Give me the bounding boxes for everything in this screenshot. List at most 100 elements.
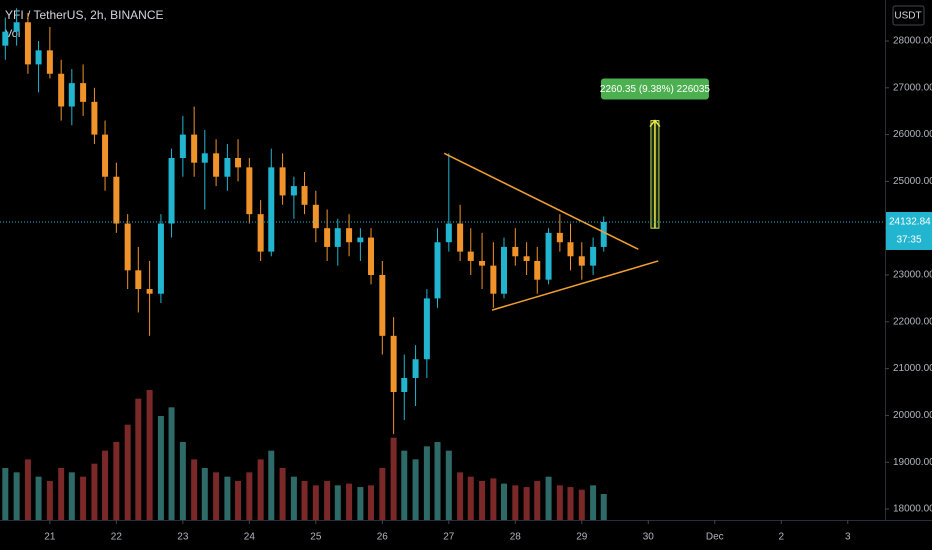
chart-title: YFI / TetherUS, 2h, BINANCE — [5, 8, 164, 22]
x-tick-label: 21 — [44, 532, 56, 543]
volume-bar — [357, 487, 364, 520]
currency: USDT — [894, 11, 921, 22]
volume-bar — [290, 476, 297, 520]
candle-body — [46, 50, 53, 74]
measure-label: 2260.35 (9.38%) 226035 — [600, 84, 711, 95]
last-price-box — [886, 211, 932, 250]
candle-body — [279, 167, 286, 196]
volume-bar — [423, 446, 430, 520]
volume-bar — [80, 476, 87, 520]
candle-body — [412, 359, 419, 378]
volume-bar — [600, 494, 607, 520]
volume-bar — [135, 398, 142, 520]
volume-bar — [146, 390, 153, 520]
candle-body — [58, 73, 65, 107]
volume-bar — [46, 481, 53, 520]
volume-bar — [379, 468, 386, 520]
volume-bar — [534, 481, 541, 520]
candle-body — [301, 186, 308, 205]
candle-body — [368, 237, 375, 275]
candle-body — [600, 221, 607, 247]
volume-bar — [523, 487, 530, 520]
x-tick-label: Dec — [706, 532, 724, 543]
volume-bar — [168, 407, 175, 520]
candle-body — [457, 223, 464, 252]
candle-body — [534, 260, 541, 280]
currency-box[interactable] — [892, 5, 925, 26]
trendline — [491, 260, 659, 311]
volume-bar — [590, 485, 597, 520]
candle-body — [312, 204, 319, 229]
volume-bar — [113, 442, 120, 520]
x-tick-label: 26 — [377, 532, 389, 543]
countdown: 37:35 — [896, 235, 921, 246]
volume-bar — [334, 485, 341, 520]
volume-bar — [324, 481, 331, 520]
candle-body — [523, 256, 530, 261]
volume-bar — [368, 485, 375, 520]
candle-body — [268, 167, 275, 252]
volume-bar — [490, 478, 497, 520]
volume-bar — [2, 468, 9, 520]
volume-bar — [412, 459, 419, 520]
volume-bar — [390, 437, 397, 520]
candle-body — [479, 260, 486, 266]
volume-bar — [401, 450, 408, 520]
candle-body — [201, 153, 208, 163]
volume-bar — [268, 450, 275, 520]
y-tick-label: 27000.00 — [893, 82, 932, 93]
volume-bar — [124, 424, 131, 520]
candle-body — [80, 83, 87, 102]
candle-body — [578, 256, 585, 266]
volume-bar — [102, 450, 109, 520]
volume-bar — [246, 472, 253, 520]
candle-body — [235, 157, 242, 168]
candle-body — [13, 22, 20, 32]
volume-bar — [13, 472, 20, 520]
x-tick-label: 28 — [510, 532, 522, 543]
candle-body — [445, 223, 452, 243]
volume-bar — [556, 485, 563, 520]
candle-body — [35, 50, 42, 65]
volume-bar — [445, 450, 452, 520]
volume-bar — [312, 485, 319, 520]
candle-body — [68, 83, 75, 107]
measure-arrow-head — [649, 119, 661, 128]
volume-bar — [434, 442, 441, 520]
candle-body — [423, 298, 430, 360]
y-tick-label: 26000.00 — [893, 129, 932, 140]
volume-bar — [346, 483, 353, 520]
y-tick-label: 28000.00 — [893, 36, 932, 47]
volume-bar — [501, 483, 508, 520]
x-tick-label: 25 — [310, 532, 322, 543]
candle-body — [124, 223, 131, 271]
volume-bar — [467, 476, 474, 520]
candle-body — [213, 153, 220, 177]
candle-body — [113, 176, 120, 224]
volume-bar — [457, 472, 464, 520]
y-tick-label: 22000.00 — [893, 316, 932, 327]
y-tick-label: 19000.00 — [893, 457, 932, 468]
x-tick-label: 27 — [443, 532, 455, 543]
candle-body — [146, 289, 153, 294]
volume-bar — [224, 476, 231, 520]
candle-body — [590, 246, 597, 266]
candle-body — [556, 232, 563, 243]
y-tick-label: 21000.00 — [893, 363, 932, 374]
volume-bar — [301, 481, 308, 520]
trendline — [443, 152, 639, 250]
candle-body — [357, 237, 364, 243]
x-tick-label: 3 — [845, 532, 851, 543]
volume-bar — [157, 416, 164, 520]
candle-body — [2, 31, 9, 46]
candle-body — [257, 214, 264, 252]
volume-bar — [58, 468, 65, 520]
volume-bar — [179, 442, 186, 520]
candle-body — [157, 223, 164, 294]
candle-body — [179, 134, 186, 158]
volume-bar — [279, 468, 286, 520]
volume-bar — [35, 476, 42, 520]
y-tick-label: 20000.00 — [893, 410, 932, 421]
x-tick-label: 30 — [643, 532, 655, 543]
